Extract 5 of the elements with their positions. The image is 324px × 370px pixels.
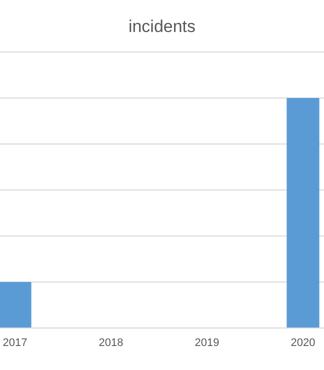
x-tick-label: 2019 (194, 336, 220, 349)
x-tick-label: 2018 (98, 336, 124, 349)
x-tick-label: 2017 (2, 336, 28, 349)
x-tick-label: 2020 (290, 336, 316, 349)
chart-title: incidents (128, 17, 196, 36)
